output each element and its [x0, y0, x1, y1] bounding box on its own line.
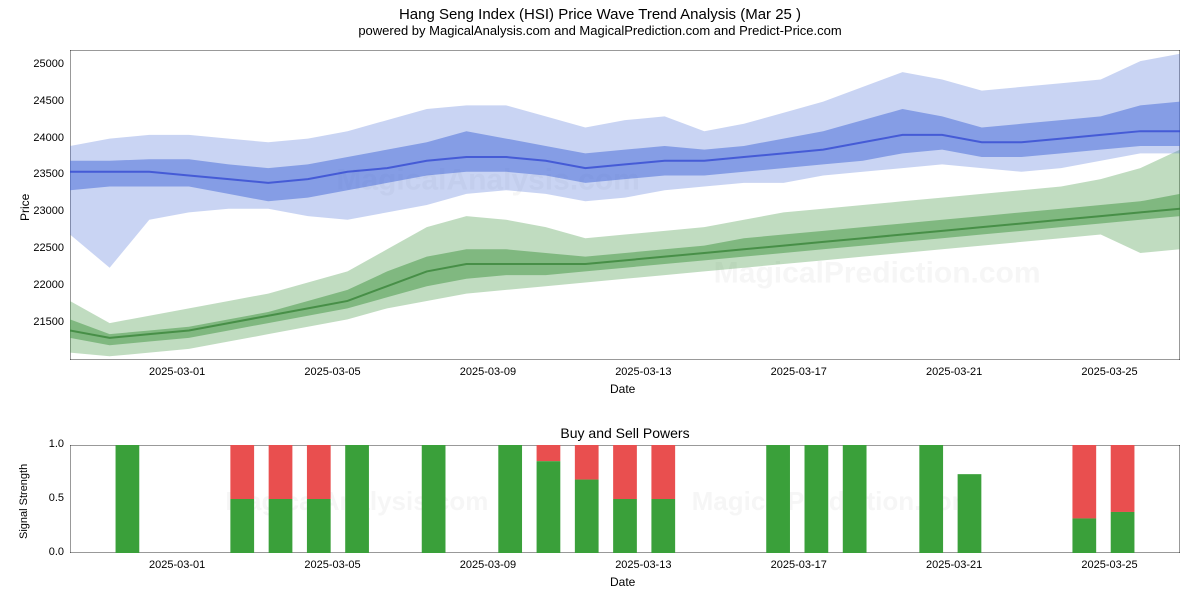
power-x-tick: 2025-03-13 — [615, 559, 671, 571]
y-axis-label: Price — [18, 194, 32, 221]
y-tick-label: 25000 — [33, 58, 64, 70]
x-tick-label: 2025-03-05 — [304, 366, 360, 378]
x-axis-label: Date — [610, 382, 635, 396]
price-wave-chart: MagicalAnalysis.comMagicalPrediction.com — [70, 50, 1180, 360]
power-x-tick: 2025-03-17 — [771, 559, 827, 571]
y-tick-label: 24500 — [33, 95, 64, 107]
power-x-tick: 2025-03-09 — [460, 559, 516, 571]
power-y-tick: 0.0 — [49, 546, 64, 558]
y-tick-label: 22000 — [33, 279, 64, 291]
x-tick-label: 2025-03-01 — [149, 366, 205, 378]
power-x-tick: 2025-03-21 — [926, 559, 982, 571]
buy-sell-power-svg: MagicalAnalysis.comMagicalPrediction.com — [70, 445, 1180, 553]
x-tick-label: 2025-03-25 — [1081, 366, 1137, 378]
x-tick-label: 2025-03-09 — [460, 366, 516, 378]
y-tick-label: 23500 — [33, 168, 64, 180]
y-tick-label: 23000 — [33, 205, 64, 217]
y-tick-label: 22500 — [33, 242, 64, 254]
chart-title: Hang Seng Index (HSI) Price Wave Trend A… — [0, 6, 1200, 23]
x-tick-label: 2025-03-17 — [771, 366, 827, 378]
x-tick-label: 2025-03-21 — [926, 366, 982, 378]
buy-sell-power-chart: MagicalAnalysis.comMagicalPrediction.com — [70, 445, 1180, 553]
power-x-tick: 2025-03-01 — [149, 559, 205, 571]
power-x-tick: 2025-03-05 — [304, 559, 360, 571]
price-wave-svg: MagicalAnalysis.comMagicalPrediction.com — [70, 50, 1180, 360]
power-chart-title: Buy and Sell Powers — [70, 425, 1180, 441]
power-x-tick: 2025-03-25 — [1081, 559, 1137, 571]
power-y-label: Signal Strength — [18, 464, 30, 539]
power-y-tick: 0.5 — [49, 492, 64, 504]
y-tick-label: 21500 — [33, 316, 64, 328]
x-tick-label: 2025-03-13 — [615, 366, 671, 378]
power-y-tick: 1.0 — [49, 438, 64, 450]
power-x-label: Date — [610, 575, 635, 589]
chart-subtitle: powered by MagicalAnalysis.com and Magic… — [0, 23, 1200, 38]
y-tick-label: 24000 — [33, 132, 64, 144]
